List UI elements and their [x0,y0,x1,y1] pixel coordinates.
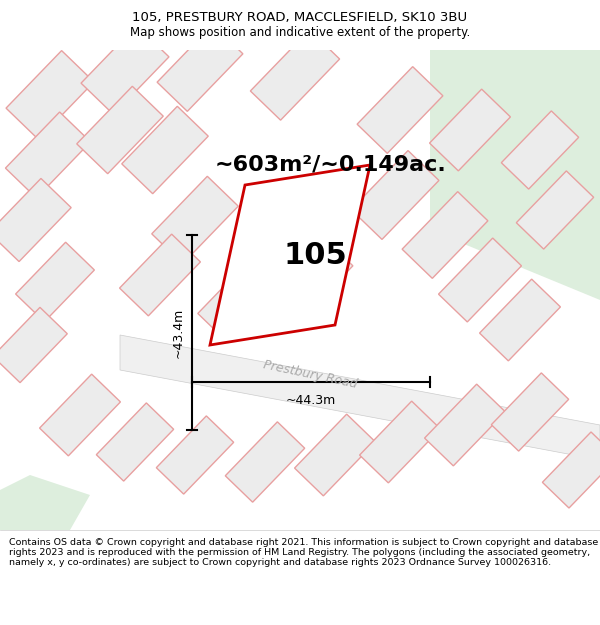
Polygon shape [502,111,578,189]
Text: ~603m²/~0.149ac.: ~603m²/~0.149ac. [215,155,447,175]
Polygon shape [122,106,208,194]
Polygon shape [198,258,282,343]
Polygon shape [6,51,94,139]
Polygon shape [430,50,600,105]
Polygon shape [225,422,305,502]
Polygon shape [430,105,600,300]
Polygon shape [479,279,560,361]
Polygon shape [77,86,163,174]
Polygon shape [152,176,238,264]
Polygon shape [210,165,370,345]
Polygon shape [16,242,94,322]
Polygon shape [119,234,200,316]
Polygon shape [295,414,376,496]
Polygon shape [40,374,121,456]
Polygon shape [97,403,173,481]
Text: 105, PRESTBURY ROAD, MACCLESFIELD, SK10 3BU: 105, PRESTBURY ROAD, MACCLESFIELD, SK10 … [133,11,467,24]
Polygon shape [491,373,569,451]
Text: ~43.4m: ~43.4m [172,308,185,358]
Polygon shape [517,171,593,249]
Polygon shape [0,308,67,382]
Polygon shape [0,178,71,262]
Polygon shape [120,335,600,460]
Polygon shape [357,67,443,153]
Polygon shape [0,475,90,530]
Text: Prestbury Road: Prestbury Road [262,359,358,391]
Polygon shape [81,26,169,114]
Polygon shape [430,89,511,171]
Text: Map shows position and indicative extent of the property.: Map shows position and indicative extent… [130,26,470,39]
Polygon shape [157,24,243,111]
Text: Contains OS data © Crown copyright and database right 2021. This information is : Contains OS data © Crown copyright and d… [9,538,598,568]
Polygon shape [267,237,353,323]
Text: 105: 105 [283,241,347,269]
Polygon shape [542,432,600,508]
Polygon shape [351,151,439,239]
Polygon shape [425,384,505,466]
Polygon shape [359,401,440,483]
Polygon shape [5,112,91,198]
Polygon shape [250,30,340,120]
Polygon shape [402,192,488,278]
Polygon shape [157,416,233,494]
Text: ~44.3m: ~44.3m [286,394,336,406]
Polygon shape [439,238,521,322]
